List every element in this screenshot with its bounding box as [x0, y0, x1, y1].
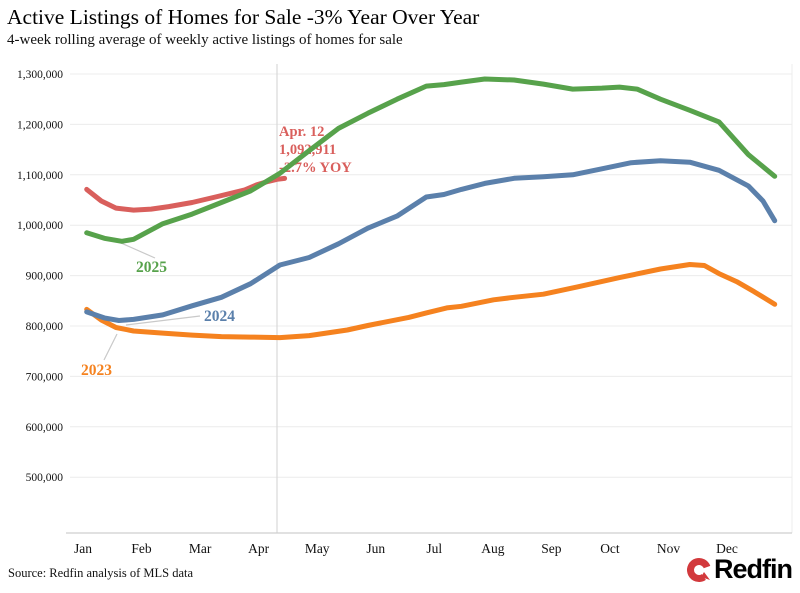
y-axis-tick-label: 700,000: [26, 371, 64, 383]
y-axis-tick-label: 500,000: [26, 472, 64, 484]
redfin-door-icon: [687, 557, 711, 582]
label-leader-lines: [103, 238, 201, 361]
x-axis-tick-label: Jan: [74, 541, 92, 556]
x-axis-tick-label: Sep: [541, 541, 562, 556]
x-axis-tick-label: Feb: [131, 541, 152, 556]
x-axis-tick-label: Apr: [248, 541, 269, 556]
leader-line: [125, 315, 201, 326]
annotation-yoy: -2.7% YOY: [279, 160, 352, 176]
series-line-current: [84, 175, 288, 213]
series-label-2024: 2024: [204, 308, 235, 325]
x-axis-tick-label: Oct: [600, 541, 620, 556]
redfin-logo: Redfin: [685, 554, 793, 585]
series-label-2025: 2025: [136, 259, 167, 276]
y-axis-tick-label: 1,000,000: [17, 220, 63, 232]
x-axis-tick-label: Dec: [716, 541, 738, 556]
series-lines: [84, 76, 778, 341]
series-line-2025: [84, 76, 778, 244]
y-axis-tick-label: 800,000: [26, 321, 64, 333]
x-axis-tick-label: Mar: [189, 541, 212, 556]
x-axis-tick-label: Aug: [481, 541, 504, 556]
series-line-2023: [84, 262, 778, 341]
y-axis-tick-label: 1,300,000: [17, 69, 63, 81]
x-axis-tick-label: Jun: [366, 541, 385, 556]
chart-title: Active Listings of Homes for Sale -3% Ye…: [7, 5, 480, 29]
grid-and-axes: 1,300,000 1,200,000 1,100,000 1,000,000 900,…: [17, 64, 793, 556]
leader-line: [103, 333, 118, 361]
chart-header: Active Listings of Homes for Sale -3% Ye…: [7, 5, 479, 49]
x-axis-tick-label: May: [305, 541, 330, 556]
y-axis-tick-label: 1,200,000: [17, 119, 63, 131]
x-axis-tick-label: Jul: [426, 541, 442, 556]
annotation-date: Apr. 12: [279, 124, 324, 140]
redfin-wordmark: Redfin: [714, 554, 793, 584]
x-axis-tick-label: Nov: [657, 541, 680, 556]
y-axis-tick-label: 900,000: [26, 271, 64, 283]
y-axis-tick-label: 600,000: [26, 422, 64, 434]
series-line-2024: [84, 158, 778, 323]
chart-subtitle: 4-week rolling average of weekly active …: [7, 31, 403, 48]
source-note: Source: Redfin analysis of MLS data: [8, 566, 194, 580]
inline-series-labels: 2025 2024 2023 Apr. 12 1,092,911 -2.7% Y…: [81, 124, 352, 379]
y-axis-tick-label: 1,100,000: [17, 170, 63, 182]
series-label-2023: 2023: [81, 362, 112, 379]
